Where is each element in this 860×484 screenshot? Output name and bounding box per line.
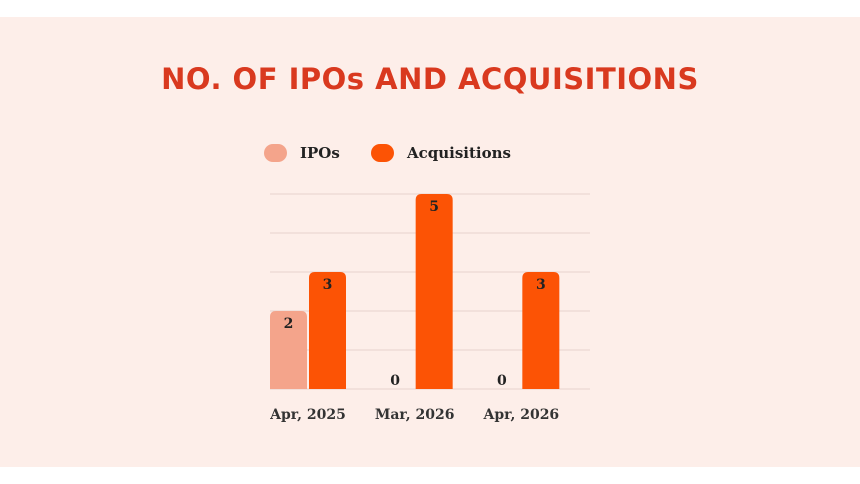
data-label-ipos: 2 — [284, 316, 294, 332]
data-label-acquisitions: 5 — [429, 199, 439, 215]
bar-acquisitions — [415, 194, 453, 389]
x-tick-label: Apr, 2026 — [482, 407, 559, 423]
x-tick-label: Apr, 2025 — [269, 407, 346, 423]
legend-swatch-acquisitions — [371, 144, 394, 162]
bar-ipos — [270, 311, 307, 389]
data-label-acquisitions: 3 — [323, 277, 333, 293]
data-label-ipos: 0 — [390, 373, 400, 389]
x-tick-label: Mar, 2026 — [375, 407, 455, 423]
legend-swatch-ipos — [264, 144, 287, 162]
legend-label-ipos: IPOs — [300, 144, 340, 162]
data-label-acquisitions: 3 — [536, 277, 546, 293]
legend-label-acquisitions: Acquisitions — [407, 144, 511, 162]
bar-acquisitions — [522, 272, 560, 389]
chart-title: NO. OF IPOs AND ACQUISITIONS — [161, 62, 699, 96]
bar-acquisitions — [309, 272, 346, 389]
data-label-ipos: 0 — [497, 373, 507, 389]
legend-item-ipos: IPOs — [264, 141, 340, 165]
legend-item-acquisitions: Acquisitions — [371, 141, 511, 165]
